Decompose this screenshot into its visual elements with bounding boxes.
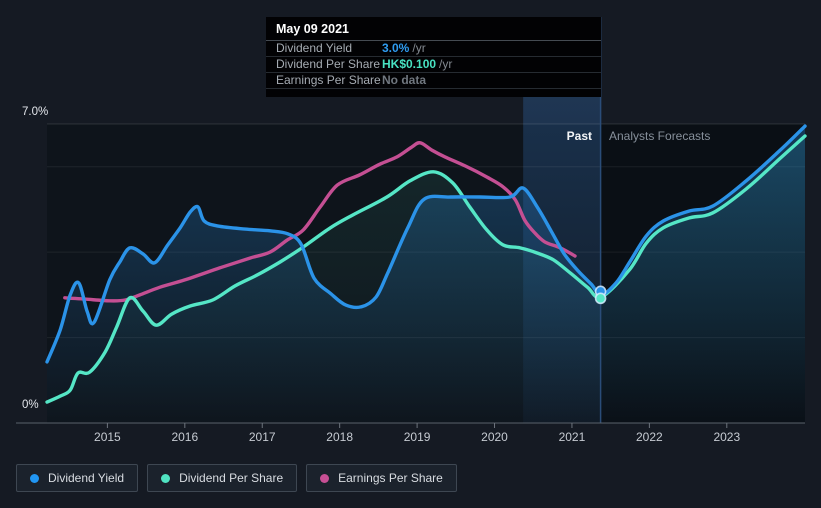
tooltip-row-earnings-per-share: Earnings Per Share No data bbox=[266, 73, 601, 89]
x-axis-year: 2019 bbox=[403, 430, 431, 444]
legend-item-dividend-yield[interactable]: Dividend Yield bbox=[16, 464, 139, 492]
hover-marker-dividend-per-share bbox=[594, 292, 607, 305]
tooltip-unit: /yr bbox=[439, 57, 453, 71]
dividend-per-share-dot-icon bbox=[161, 473, 171, 483]
tooltip-row-dividend-per-share: Dividend Per Share HK$0.100/yr bbox=[266, 57, 601, 73]
chart-legend: Dividend Yield Dividend Per Share Earnin… bbox=[16, 464, 457, 492]
earnings-per-share-dot-icon bbox=[320, 473, 330, 483]
tooltip-unit: /yr bbox=[412, 41, 426, 55]
x-axis-year: 2023 bbox=[713, 430, 741, 444]
tooltip-value: No data bbox=[382, 73, 427, 87]
tooltip-label: Earnings Per Share bbox=[276, 73, 381, 87]
x-axis-year: 2020 bbox=[481, 430, 508, 444]
x-axis-year: 2017 bbox=[248, 430, 276, 444]
legend-label: Earnings Per Share bbox=[338, 471, 443, 485]
dividend-per-share-line bbox=[45, 134, 807, 404]
legend-item-dividend-per-share[interactable]: Dividend Per Share bbox=[147, 464, 298, 492]
x-axis-year: 2015 bbox=[94, 430, 121, 444]
legend-label: Dividend Yield bbox=[48, 471, 125, 485]
earnings-per-share-line bbox=[63, 141, 577, 303]
y-axis-label-bottom: 0% bbox=[22, 399, 39, 411]
tooltip-label: Dividend Per Share bbox=[276, 57, 381, 71]
tooltip-label: Dividend Yield bbox=[276, 41, 353, 55]
dividend-yield-line bbox=[45, 124, 807, 364]
x-axis-year: 2021 bbox=[558, 430, 586, 444]
legend-label: Dividend Per Share bbox=[179, 471, 284, 485]
analysts-forecasts-label: Analysts Forecasts bbox=[609, 129, 711, 143]
x-axis-year: 2018 bbox=[326, 430, 354, 444]
past-label: Past bbox=[566, 129, 592, 143]
dividend-yield-area bbox=[47, 126, 805, 423]
legend-item-earnings-per-share[interactable]: Earnings Per Share bbox=[306, 464, 457, 492]
tooltip-date: May 09 2021 bbox=[266, 17, 601, 41]
hover-tooltip: May 09 2021 Dividend Yield 3.0%/yr Divid… bbox=[266, 17, 601, 97]
x-axis-year: 2016 bbox=[171, 430, 199, 444]
tooltip-value: 3.0% bbox=[382, 41, 410, 55]
y-axis-label-top: 7.0% bbox=[22, 106, 49, 118]
dividend-yield-dot-icon bbox=[30, 473, 39, 483]
x-axis-year: 2022 bbox=[636, 430, 663, 444]
tooltip-value: HK$0.100 bbox=[382, 57, 437, 71]
tooltip-row-dividend-yield: Dividend Yield 3.0%/yr bbox=[266, 41, 601, 57]
